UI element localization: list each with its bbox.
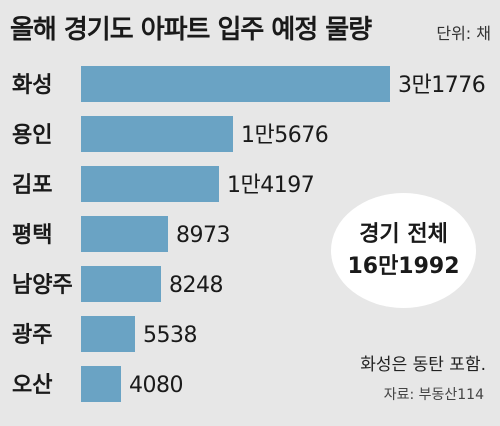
value-label: 5538 xyxy=(143,323,197,348)
bar xyxy=(81,366,121,402)
chart-title: 올해 경기도 아파트 입주 예정 물량 xyxy=(10,15,372,45)
total-value: 16만1992 xyxy=(347,253,460,279)
value-label: 4080 xyxy=(129,373,183,398)
bar xyxy=(81,66,390,102)
total-label: 경기 전체 xyxy=(359,221,448,247)
category-label: 광주 xyxy=(12,323,52,348)
bar xyxy=(81,166,219,202)
source-label: 자료: 부동산114 xyxy=(383,387,484,403)
value-label: 8248 xyxy=(169,273,223,298)
category-label: 남양주 xyxy=(12,273,73,298)
bar xyxy=(81,216,168,252)
category-label: 오산 xyxy=(12,373,52,398)
bar xyxy=(81,116,233,152)
bar xyxy=(81,316,135,352)
category-label: 화성 xyxy=(12,73,52,98)
bar xyxy=(81,266,161,302)
footnote: 화성은 동탄 포함. xyxy=(360,355,486,375)
value-label: 3만1776 xyxy=(398,73,485,98)
value-label: 1만5676 xyxy=(241,123,328,148)
category-label: 용인 xyxy=(12,123,52,148)
value-label: 8973 xyxy=(176,223,230,248)
header: 올해 경기도 아파트 입주 예정 물량 단위: 채 xyxy=(10,10,495,50)
value-label: 1만4197 xyxy=(227,173,314,198)
category-label: 평택 xyxy=(12,223,52,248)
unit-label: 단위: 채 xyxy=(436,24,491,43)
category-label: 김포 xyxy=(12,173,52,198)
total-badge: 경기 전체 16만1992 xyxy=(331,193,476,308)
